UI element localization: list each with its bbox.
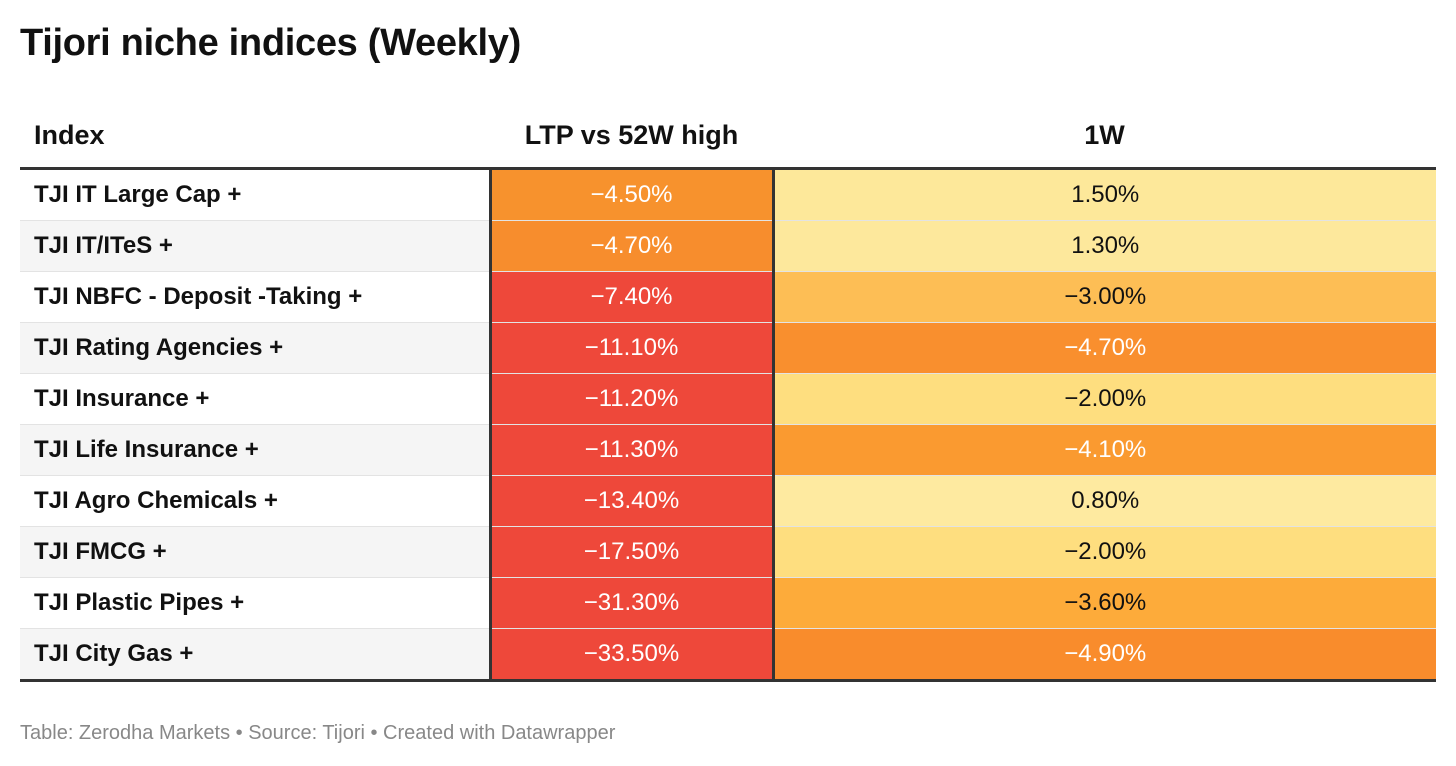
ltp-vs-52w-high-cell: −31.30%	[488, 577, 775, 629]
index-name-cell: TJI Insurance +	[20, 373, 490, 425]
ltp-vs-52w-high-cell: −13.40%	[488, 475, 775, 527]
heatmap-table: Index LTP vs 52W high 1W TJI IT Large Ca…	[20, 103, 1436, 682]
column-header-ltp-vs-52w-high[interactable]: LTP vs 52W high	[490, 103, 773, 170]
ltp-vs-52w-high-cell: −4.70%	[488, 220, 775, 272]
index-name-cell: TJI IT Large Cap +	[20, 168, 490, 221]
ltp-vs-52w-high-cell: −4.50%	[488, 168, 775, 221]
index-name-cell: TJI Rating Agencies +	[20, 322, 490, 374]
one-week-change-cell: 1.30%	[773, 220, 1436, 272]
ltp-vs-52w-high-cell: −7.40%	[488, 271, 775, 323]
one-week-change-cell: −4.10%	[773, 424, 1436, 476]
index-name-cell: TJI Agro Chemicals +	[20, 475, 490, 527]
table-row: TJI City Gas + −33.50% −4.90%	[20, 628, 1436, 682]
table-row: TJI NBFC - Deposit -Taking + −7.40% −3.00%	[20, 271, 1436, 323]
index-name-cell: TJI Life Insurance +	[20, 424, 490, 476]
table-row: TJI Insurance + −11.20% −2.00%	[20, 373, 1436, 425]
table-row: TJI Plastic Pipes + −31.30% −3.60%	[20, 577, 1436, 629]
header-row: Index LTP vs 52W high 1W	[20, 103, 1436, 170]
table-row: TJI IT/ITeS + −4.70% 1.30%	[20, 220, 1436, 272]
table-row: TJI FMCG + −17.50% −2.00%	[20, 526, 1436, 578]
column-header-1w[interactable]: 1W	[773, 103, 1436, 170]
index-name-cell: TJI IT/ITeS +	[20, 220, 490, 272]
index-name-cell: TJI City Gas +	[20, 628, 490, 682]
ltp-vs-52w-high-cell: −17.50%	[488, 526, 775, 578]
source-footer: Table: Zerodha Markets • Source: Tijori …	[20, 722, 616, 744]
one-week-change-cell: 0.80%	[773, 475, 1436, 527]
ltp-vs-52w-high-cell: −11.20%	[488, 373, 775, 425]
one-week-change-cell: 1.50%	[773, 168, 1436, 221]
table-header: Index LTP vs 52W high 1W	[20, 103, 1436, 170]
one-week-change-cell: −2.00%	[773, 526, 1436, 578]
one-week-change-cell: −4.90%	[773, 628, 1436, 682]
table-row: TJI Rating Agencies + −11.10% −4.70%	[20, 322, 1436, 374]
index-name-cell: TJI NBFC - Deposit -Taking +	[20, 271, 490, 323]
index-name-cell: TJI FMCG +	[20, 526, 490, 578]
ltp-vs-52w-high-cell: −33.50%	[488, 628, 775, 682]
table-body: TJI IT Large Cap + −4.50% 1.50% TJI IT/ITeS…	[20, 168, 1436, 682]
one-week-change-cell: −4.70%	[773, 322, 1436, 374]
one-week-change-cell: −3.60%	[773, 577, 1436, 629]
index-name-cell: TJI Plastic Pipes +	[20, 577, 490, 629]
column-header-index[interactable]: Index	[20, 103, 490, 170]
one-week-change-cell: −2.00%	[773, 373, 1436, 425]
table-row: TJI IT Large Cap + −4.50% 1.50%	[20, 168, 1436, 221]
ltp-vs-52w-high-cell: −11.30%	[488, 424, 775, 476]
chart-title: Tijori niche indices (Weekly)	[20, 22, 521, 64]
table-row: TJI Life Insurance + −11.30% −4.10%	[20, 424, 1436, 476]
table-row: TJI Agro Chemicals + −13.40% 0.80%	[20, 475, 1436, 527]
ltp-vs-52w-high-cell: −11.10%	[488, 322, 775, 374]
one-week-change-cell: −3.00%	[773, 271, 1436, 323]
